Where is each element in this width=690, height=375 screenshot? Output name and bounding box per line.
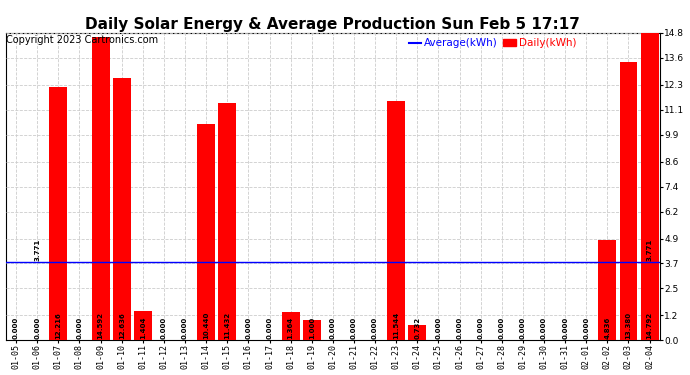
Bar xyxy=(134,311,152,340)
Text: 14.592: 14.592 xyxy=(97,312,104,339)
Text: 0.000: 0.000 xyxy=(477,316,484,339)
Bar xyxy=(50,87,68,340)
Bar xyxy=(303,320,321,340)
Bar xyxy=(640,33,658,340)
Text: 1.364: 1.364 xyxy=(288,316,294,339)
Bar xyxy=(598,240,616,340)
Text: 0.000: 0.000 xyxy=(351,316,357,339)
Bar xyxy=(197,123,215,340)
Bar xyxy=(92,37,110,340)
Text: 3.771: 3.771 xyxy=(34,239,40,261)
Bar xyxy=(387,100,405,340)
Text: 1.404: 1.404 xyxy=(140,316,146,339)
Text: 0.000: 0.000 xyxy=(541,316,547,339)
Bar xyxy=(620,63,638,340)
Text: 0.000: 0.000 xyxy=(583,316,589,339)
Bar xyxy=(112,78,130,340)
Text: 0.000: 0.000 xyxy=(13,316,19,339)
Bar xyxy=(218,103,236,340)
Text: 0.000: 0.000 xyxy=(562,316,568,339)
Text: 11.544: 11.544 xyxy=(393,311,400,339)
Title: Daily Solar Energy & Average Production Sun Feb 5 17:17: Daily Solar Energy & Average Production … xyxy=(86,17,580,32)
Text: 0.000: 0.000 xyxy=(161,316,167,339)
Text: 14.792: 14.792 xyxy=(647,312,653,339)
Text: 1.000: 1.000 xyxy=(308,316,315,339)
Text: 0.000: 0.000 xyxy=(435,316,442,339)
Legend: Average(kWh), Daily(kWh): Average(kWh), Daily(kWh) xyxy=(408,38,576,48)
Text: 13.380: 13.380 xyxy=(625,312,631,339)
Text: 0.000: 0.000 xyxy=(499,316,505,339)
Text: 0.000: 0.000 xyxy=(182,316,188,339)
Text: 0.000: 0.000 xyxy=(457,316,462,339)
Text: 0.000: 0.000 xyxy=(372,316,378,339)
Text: 0.732: 0.732 xyxy=(414,316,420,339)
Text: 0.000: 0.000 xyxy=(246,316,251,339)
Text: 11.432: 11.432 xyxy=(224,312,230,339)
Text: Copyright 2023 Cartronics.com: Copyright 2023 Cartronics.com xyxy=(6,34,158,45)
Text: 12.636: 12.636 xyxy=(119,312,125,339)
Text: 0.000: 0.000 xyxy=(330,316,336,339)
Text: 0.000: 0.000 xyxy=(520,316,526,339)
Text: 0.000: 0.000 xyxy=(34,316,40,339)
Text: 12.216: 12.216 xyxy=(55,312,61,339)
Bar xyxy=(408,325,426,340)
Text: 0.000: 0.000 xyxy=(266,316,273,339)
Text: 3.771: 3.771 xyxy=(647,239,653,261)
Text: 10.440: 10.440 xyxy=(203,311,209,339)
Text: 4.836: 4.836 xyxy=(604,316,611,339)
Bar xyxy=(282,312,299,340)
Text: 0.000: 0.000 xyxy=(77,316,83,339)
